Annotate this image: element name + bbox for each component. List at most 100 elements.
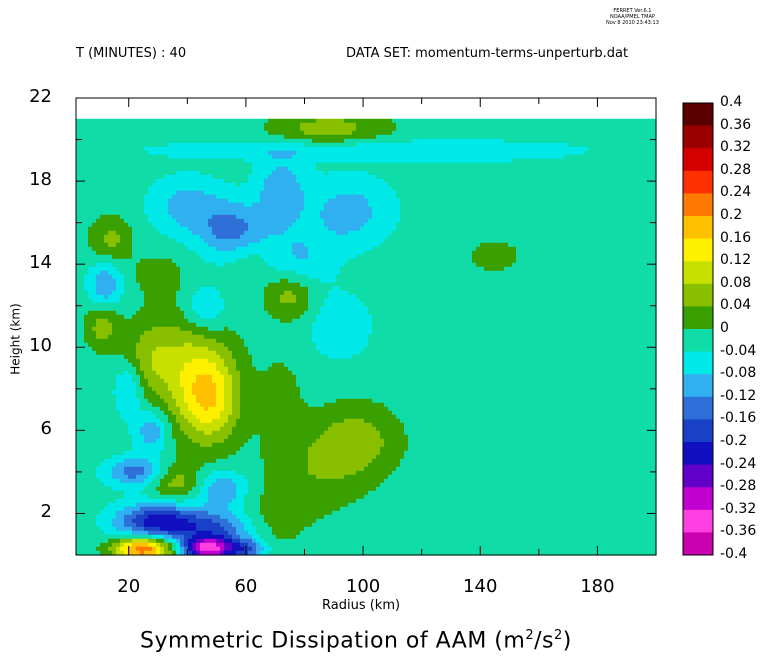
contour-cell [220,342,225,348]
contour-cell [200,222,205,228]
contour-cell [176,342,181,348]
contour-cell [188,358,193,364]
contour-cell [168,514,173,520]
contour-cell [212,142,217,148]
contour-cell [80,330,85,336]
contour-cell [132,486,137,492]
contour-cell [240,506,245,512]
contour-cell [180,398,185,404]
contour-cell [116,490,121,496]
contour-cell [192,218,197,224]
contour-cell [236,482,241,488]
contour-cell [176,126,181,132]
contour-cell [112,486,117,492]
contour-cell [176,498,181,504]
contour-cell [132,458,137,464]
contour-cell [164,510,169,516]
contour-cell [76,314,81,320]
contour-cell [204,242,209,248]
contour-cell [224,474,229,480]
contour-cell [204,126,209,132]
contour-cell [236,246,241,252]
contour-cell [128,162,133,168]
contour-cell [116,382,121,388]
contour-cell [252,406,257,412]
contour-cell [140,450,145,456]
contour-cell [88,190,93,196]
contour-cell [92,438,97,444]
contour-cell [80,366,85,372]
contour-cell [108,210,113,216]
contour-cell [136,518,141,524]
contour-cell [120,182,125,188]
contour-cell [184,394,189,400]
contour-cell [180,122,185,128]
contour-cell [184,418,189,424]
contour-cell [188,242,193,248]
contour-cell [108,130,113,136]
contour-cell [164,450,169,456]
contour-cell [164,218,169,224]
contour-cell [132,494,137,500]
contour-cell [112,518,117,524]
contour-cell [232,290,237,296]
contour-cell [168,266,173,272]
contour-cell [84,282,89,288]
contour-cell [112,174,117,180]
contour-cell [248,218,253,224]
contour-cell [84,514,89,520]
contour-cell [224,250,229,256]
contour-cell [116,498,121,504]
contour-cell [128,450,133,456]
contour-cell [120,334,125,340]
contour-cell [252,294,257,300]
contour-cell [184,178,189,184]
contour-cell [104,310,109,316]
contour-cell [236,182,241,188]
contour-cell [200,210,205,216]
contour-cell [248,202,253,208]
contour-cell [152,526,157,532]
contour-cell [172,250,177,256]
contour-cell [244,506,249,512]
contour-cell [84,166,89,172]
contour-cell [200,126,205,132]
contour-cell [164,438,169,444]
contour-cell [244,198,249,204]
contour-cell [192,158,197,164]
contour-cell [116,302,121,308]
contour-cell [256,258,261,264]
contour-cell [84,374,89,380]
contour-cell [248,262,253,268]
contour-cell [232,326,237,332]
contour-cell [168,370,173,376]
contour-cell [244,334,249,340]
contour-cell [144,202,149,208]
contour-cell [132,466,137,472]
contour-cell [108,198,113,204]
contour-cell [112,122,117,128]
contour-cell [244,286,249,292]
contour-cell [240,186,245,192]
contour-cell [168,194,173,200]
contour-cell [112,514,117,520]
contour-cell [224,470,229,476]
contour-cell [132,322,137,328]
contour-cell [80,270,85,276]
contour-cell [112,294,117,300]
contour-cell [248,266,253,272]
contour-cell [148,214,153,220]
contour-cell [128,346,133,352]
contour-cell [180,194,185,200]
contour-cell [232,550,237,556]
contour-cell [120,346,125,352]
contour-cell [80,310,85,316]
contour-cell [140,138,145,144]
contour-cell [96,390,101,396]
contour-cell [120,154,125,160]
contour-cell [120,234,125,240]
contour-cell [208,230,213,236]
contour-cell [152,510,157,516]
contour-cell [192,382,197,388]
contour-cell [192,334,197,340]
